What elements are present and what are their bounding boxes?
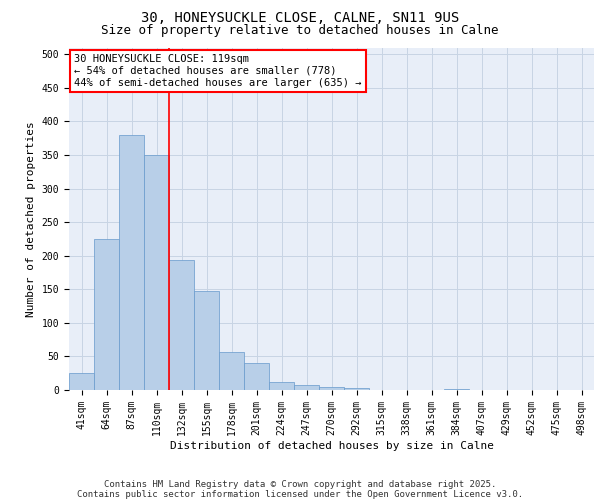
Bar (144, 155, 169, 390)
Bar (244, 363, 269, 390)
Bar (194, 292, 219, 390)
Bar (319, 388, 344, 390)
Bar (69, 373, 94, 390)
Bar (344, 388, 369, 390)
X-axis label: Distribution of detached houses by size in Calne: Distribution of detached houses by size … (170, 440, 493, 450)
Bar (119, 135, 144, 390)
Text: 30, HONEYSUCKLE CLOSE, CALNE, SN11 9US: 30, HONEYSUCKLE CLOSE, CALNE, SN11 9US (141, 11, 459, 25)
Bar (294, 386, 319, 390)
Text: Size of property relative to detached houses in Calne: Size of property relative to detached ho… (101, 24, 499, 37)
Bar (219, 352, 244, 390)
Bar (269, 382, 294, 390)
Bar (94, 239, 119, 390)
Text: Contains HM Land Registry data © Crown copyright and database right 2025.
Contai: Contains HM Land Registry data © Crown c… (77, 480, 523, 499)
Y-axis label: Number of detached properties: Number of detached properties (26, 121, 36, 316)
Text: 30 HONEYSUCKLE CLOSE: 119sqm
← 54% of detached houses are smaller (778)
44% of s: 30 HONEYSUCKLE CLOSE: 119sqm ← 54% of de… (74, 54, 362, 88)
Bar (169, 260, 194, 390)
